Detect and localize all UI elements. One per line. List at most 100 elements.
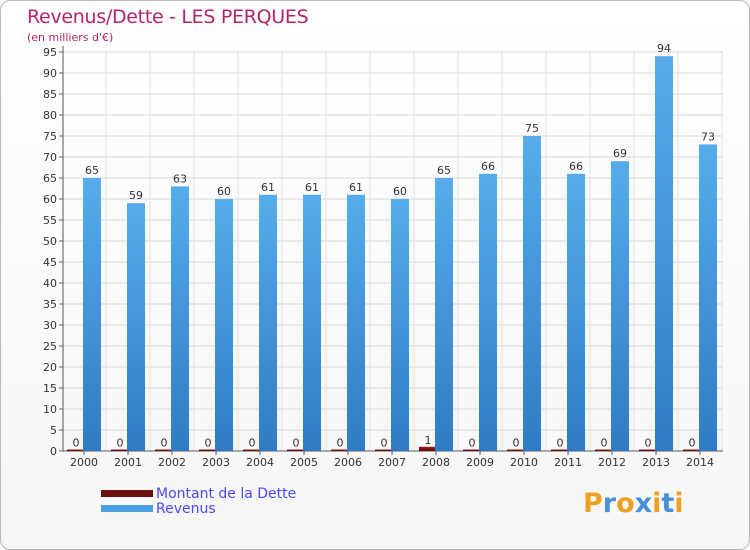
logo-letter: x [634, 488, 653, 519]
bar-dette [111, 449, 129, 451]
label-layer: 0 65 0 59 0 63 0 60 0 61 0 61 0 61 0 60 1 65 0 66 0 75 0 66 0 69 0… [73, 42, 716, 449]
data-label-revenus: 66 [569, 160, 583, 173]
y-tick-label: 40 [43, 277, 57, 290]
bar-dette [639, 449, 657, 451]
chart-subtitle: (en milliers d'€) [27, 31, 114, 44]
y-tick-label: 5 [50, 424, 57, 437]
bar-revenus [259, 194, 277, 452]
bar-revenus [611, 161, 629, 451]
legend-label-revenus: Revenus [156, 501, 216, 517]
y-tick-label: 90 [43, 67, 57, 80]
logo-letter: r [602, 488, 617, 519]
bar-revenus [391, 199, 409, 451]
bar-revenus [699, 144, 717, 451]
data-label-dette: 0 [469, 437, 476, 450]
x-tick-label: 2003 [202, 456, 230, 469]
x-tick-label: 2012 [598, 456, 626, 469]
y-tick-label: 95 [43, 46, 57, 59]
bar-dette [419, 446, 437, 451]
legend-label-dette: Montant de la Dette [156, 486, 297, 502]
y-tick-label: 20 [43, 361, 57, 374]
logo-letter: t [661, 488, 675, 519]
bar-revenus [479, 173, 497, 452]
bar-revenus [567, 173, 585, 452]
y-tick-label: 85 [43, 88, 57, 101]
data-label-dette: 0 [645, 437, 652, 450]
bar-revenus [83, 178, 101, 451]
data-label-dette: 0 [161, 437, 168, 450]
data-label-dette: 0 [689, 437, 696, 450]
bar-dette [199, 449, 217, 451]
bar-dette [331, 449, 349, 451]
data-label-revenus: 94 [657, 42, 671, 55]
y-tick-label: 70 [43, 151, 57, 164]
bar-revenus [435, 178, 453, 451]
y-tick-label: 45 [43, 256, 57, 269]
y-tick-label: 60 [43, 193, 57, 206]
proxiti-logo: Proxiti [583, 488, 684, 519]
data-label-revenus: 69 [613, 147, 627, 160]
bar-revenus [347, 194, 365, 452]
data-label-revenus: 66 [481, 160, 495, 173]
data-label-revenus: 73 [701, 130, 715, 143]
data-label-dette: 0 [513, 437, 520, 450]
data-label-dette: 0 [205, 437, 212, 450]
logo-letter: o [616, 488, 635, 519]
data-label-dette: 1 [425, 434, 432, 447]
bar-dette [375, 449, 393, 451]
data-label-dette: 0 [381, 437, 388, 450]
x-tick-label: 2010 [510, 456, 538, 469]
data-label-revenus: 61 [261, 181, 275, 194]
data-label-dette: 0 [337, 437, 344, 450]
bar-revenus [127, 203, 145, 451]
x-tick-label: 2004 [246, 456, 274, 469]
data-label-revenus: 61 [349, 181, 363, 194]
data-label-revenus: 63 [173, 172, 187, 185]
bar-dette [67, 449, 85, 451]
bar-dette [155, 449, 173, 451]
bar-revenus [523, 136, 541, 451]
bar-dette [683, 449, 701, 451]
data-label-revenus: 75 [525, 122, 539, 135]
y-tick-label: 15 [43, 382, 57, 395]
x-tick-label: 2011 [554, 456, 582, 469]
y-tick-label: 35 [43, 298, 57, 311]
data-label-dette: 0 [117, 437, 124, 450]
bar-layer [67, 56, 717, 452]
x-tick-label: 2005 [290, 456, 318, 469]
logo-letter: i [674, 488, 684, 519]
bar-revenus [215, 199, 233, 451]
y-tick-label: 50 [43, 235, 57, 248]
bar-dette [507, 449, 525, 451]
bar-revenus [655, 56, 673, 451]
bar-dette [287, 449, 305, 451]
data-label-dette: 0 [293, 437, 300, 450]
data-label-dette: 0 [557, 437, 564, 450]
y-tick-label: 10 [43, 403, 57, 416]
bar-dette [551, 449, 569, 451]
data-label-revenus: 60 [393, 185, 407, 198]
data-label-revenus: 60 [217, 185, 231, 198]
y-tick-label: 0 [50, 445, 57, 458]
data-label-revenus: 59 [129, 189, 143, 202]
chart-title: Revenus/Dette - LES PERQUES [27, 6, 309, 28]
y-tick-label: 75 [43, 130, 57, 143]
y-tick-label: 65 [43, 172, 57, 185]
data-label-revenus: 61 [305, 181, 319, 194]
bar-revenus [171, 186, 189, 451]
bar-dette [243, 449, 261, 451]
logo-letter: i [652, 488, 662, 519]
x-tick-label: 2009 [466, 456, 494, 469]
legend-swatch-dette [101, 490, 153, 497]
legend-swatch-revenus [101, 505, 153, 512]
data-label-revenus: 65 [85, 164, 99, 177]
y-tick-label: 25 [43, 340, 57, 353]
y-tick-label: 80 [43, 109, 57, 122]
bar-revenus [303, 194, 321, 452]
x-tick-label: 2001 [114, 456, 142, 469]
x-tick-label: 2000 [70, 456, 98, 469]
x-tick-label: 2006 [334, 456, 362, 469]
bar-dette [595, 449, 613, 451]
